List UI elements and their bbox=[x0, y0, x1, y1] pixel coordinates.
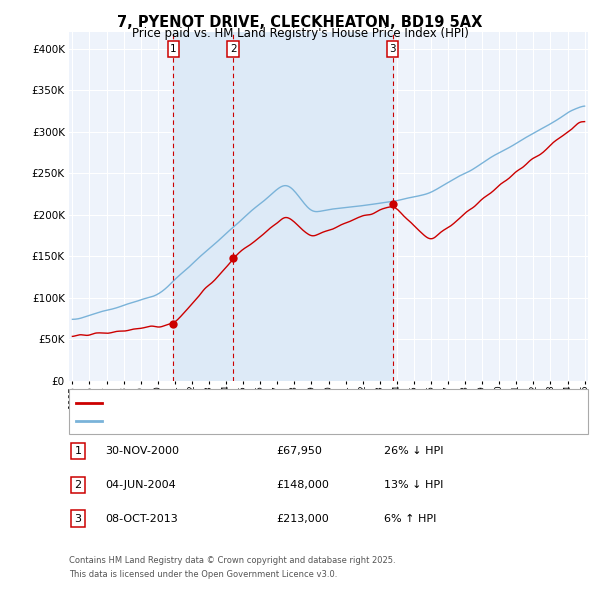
Text: 3: 3 bbox=[74, 514, 82, 523]
Text: 7, PYENOT DRIVE, CLECKHEATON, BD19 5AX (detached house): 7, PYENOT DRIVE, CLECKHEATON, BD19 5AX (… bbox=[107, 398, 433, 408]
Text: 13% ↓ HPI: 13% ↓ HPI bbox=[384, 480, 443, 490]
Text: 3: 3 bbox=[389, 44, 396, 54]
Text: 26% ↓ HPI: 26% ↓ HPI bbox=[384, 447, 443, 456]
Text: £148,000: £148,000 bbox=[276, 480, 329, 490]
Text: 7, PYENOT DRIVE, CLECKHEATON, BD19 5AX: 7, PYENOT DRIVE, CLECKHEATON, BD19 5AX bbox=[118, 15, 482, 30]
Text: £213,000: £213,000 bbox=[276, 514, 329, 523]
Text: Price paid vs. HM Land Registry's House Price Index (HPI): Price paid vs. HM Land Registry's House … bbox=[131, 27, 469, 40]
Text: 2: 2 bbox=[230, 44, 236, 54]
Bar bbox=[173, 32, 233, 381]
Text: 6% ↑ HPI: 6% ↑ HPI bbox=[384, 514, 436, 523]
Text: HPI: Average price, detached house, Kirklees: HPI: Average price, detached house, Kirk… bbox=[107, 417, 341, 426]
Text: This data is licensed under the Open Government Licence v3.0.: This data is licensed under the Open Gov… bbox=[69, 571, 337, 579]
Text: 08-OCT-2013: 08-OCT-2013 bbox=[105, 514, 178, 523]
Text: 1: 1 bbox=[74, 447, 82, 456]
Text: £67,950: £67,950 bbox=[276, 447, 322, 456]
Text: Contains HM Land Registry data © Crown copyright and database right 2025.: Contains HM Land Registry data © Crown c… bbox=[69, 556, 395, 565]
Bar bbox=[233, 32, 392, 381]
Text: 04-JUN-2004: 04-JUN-2004 bbox=[105, 480, 176, 490]
Text: 30-NOV-2000: 30-NOV-2000 bbox=[105, 447, 179, 456]
Text: 1: 1 bbox=[170, 44, 177, 54]
Text: 2: 2 bbox=[74, 480, 82, 490]
